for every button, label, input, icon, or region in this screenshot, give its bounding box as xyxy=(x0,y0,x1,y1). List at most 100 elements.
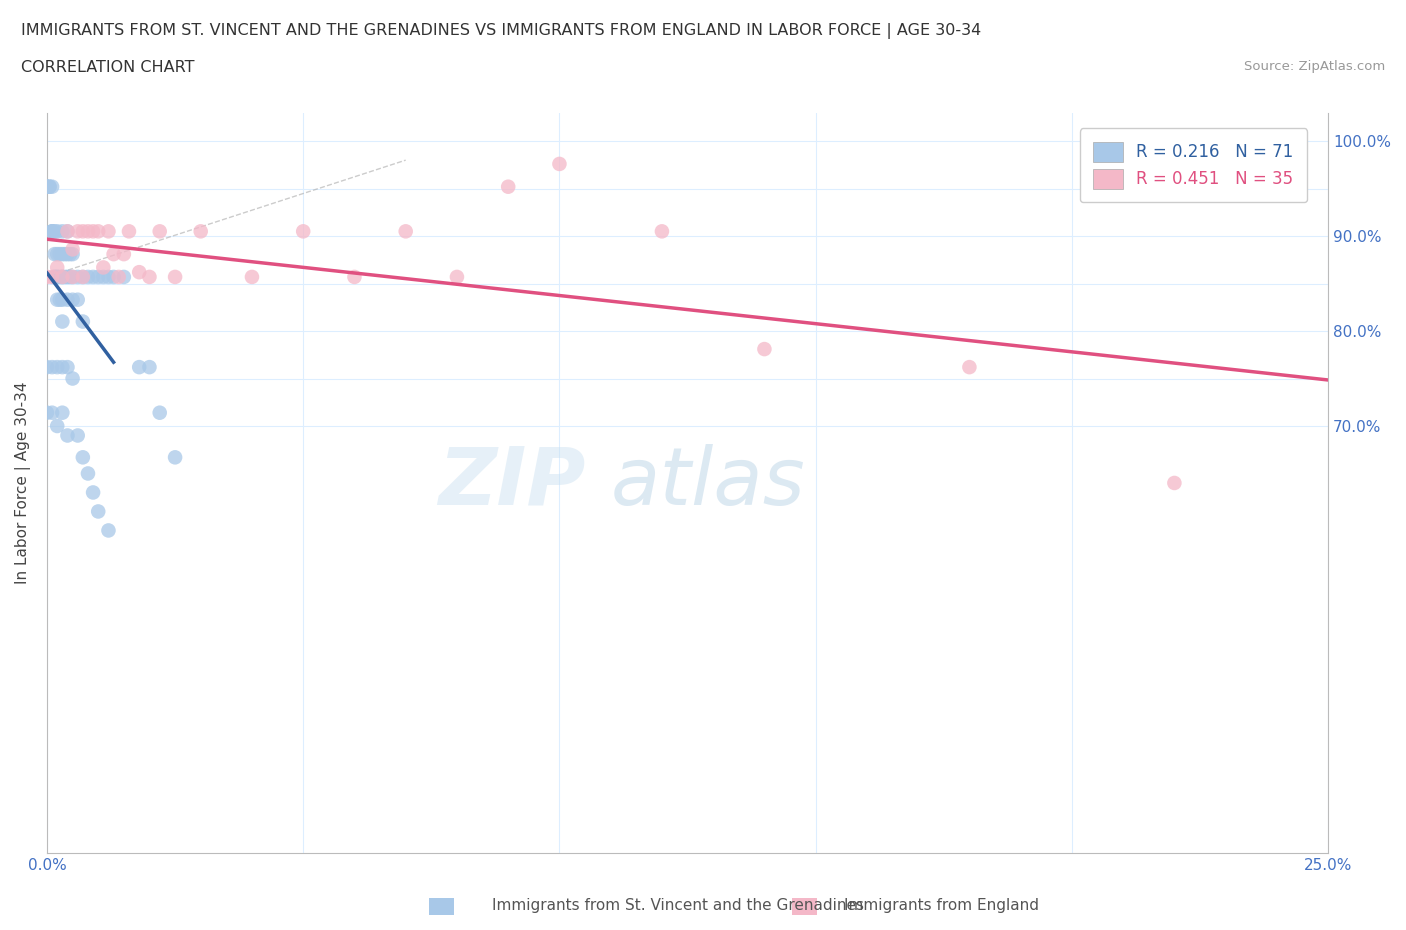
Text: Immigrants from England: Immigrants from England xyxy=(844,898,1039,913)
Point xyxy=(72,224,94,239)
Point xyxy=(66,270,89,285)
Point xyxy=(49,270,72,285)
Point xyxy=(66,224,89,239)
Point xyxy=(72,270,94,285)
Text: atlas: atlas xyxy=(610,444,806,522)
Point xyxy=(82,270,104,285)
Point xyxy=(72,270,94,285)
Point xyxy=(51,314,73,329)
Point xyxy=(77,466,100,481)
Point xyxy=(128,265,150,280)
Point xyxy=(62,270,84,285)
Point xyxy=(548,156,571,171)
Point xyxy=(62,270,84,285)
Point xyxy=(44,224,66,239)
Point xyxy=(46,260,69,275)
Point xyxy=(51,405,73,420)
Point xyxy=(44,246,66,261)
Y-axis label: In Labor Force | Age 30-34: In Labor Force | Age 30-34 xyxy=(15,381,31,584)
Point xyxy=(240,270,263,285)
Point xyxy=(51,270,73,285)
Point xyxy=(41,405,63,420)
Point xyxy=(165,270,187,285)
Point xyxy=(446,270,468,285)
Point xyxy=(97,523,120,538)
Point xyxy=(35,179,58,194)
Point xyxy=(56,224,79,239)
Point xyxy=(957,360,980,375)
Point xyxy=(165,450,187,465)
Point xyxy=(107,270,129,285)
Point xyxy=(62,371,84,386)
Point xyxy=(93,260,115,275)
Point xyxy=(77,270,100,285)
Point xyxy=(97,270,120,285)
Point xyxy=(41,224,63,239)
Point xyxy=(1163,475,1185,490)
Point xyxy=(56,360,79,375)
Point xyxy=(149,224,172,239)
Point xyxy=(87,224,110,239)
Point xyxy=(59,270,82,285)
Text: CORRELATION CHART: CORRELATION CHART xyxy=(21,60,194,75)
Point xyxy=(53,270,76,285)
Point xyxy=(82,485,104,500)
Point xyxy=(112,246,135,261)
Point xyxy=(77,224,100,239)
Point xyxy=(46,246,69,261)
Point xyxy=(103,246,125,261)
Point xyxy=(56,224,79,239)
Point xyxy=(51,270,73,285)
Point xyxy=(651,224,673,239)
Point xyxy=(87,270,110,285)
Point xyxy=(138,270,160,285)
Point xyxy=(62,242,84,257)
Point xyxy=(82,224,104,239)
Point xyxy=(496,179,519,194)
Point xyxy=(41,360,63,375)
Point xyxy=(138,360,160,375)
Point xyxy=(35,179,58,194)
Point xyxy=(56,428,79,443)
Point xyxy=(118,224,141,239)
Legend: R = 0.216   N = 71, R = 0.451   N = 35: R = 0.216 N = 71, R = 0.451 N = 35 xyxy=(1080,128,1308,203)
Point xyxy=(53,246,76,261)
Point xyxy=(51,224,73,239)
Point xyxy=(112,270,135,285)
Point xyxy=(149,405,172,420)
Point xyxy=(66,292,89,307)
Point xyxy=(66,428,89,443)
Point xyxy=(49,292,72,307)
Point xyxy=(46,360,69,375)
Point xyxy=(38,179,60,194)
Point xyxy=(51,246,73,261)
Text: ZIP: ZIP xyxy=(437,444,585,522)
Point xyxy=(62,292,84,307)
Point xyxy=(51,360,73,375)
Text: IMMIGRANTS FROM ST. VINCENT AND THE GRENADINES VS IMMIGRANTS FROM ENGLAND IN LAB: IMMIGRANTS FROM ST. VINCENT AND THE GREN… xyxy=(21,23,981,39)
Point xyxy=(41,270,63,285)
Point xyxy=(56,246,79,261)
Point xyxy=(56,270,79,285)
Point xyxy=(41,179,63,194)
Point xyxy=(62,246,84,261)
Point xyxy=(56,292,79,307)
Point xyxy=(35,360,58,375)
Point xyxy=(46,270,69,285)
Point xyxy=(41,224,63,239)
Point xyxy=(72,450,94,465)
Point xyxy=(49,246,72,261)
Point xyxy=(395,224,418,239)
Point xyxy=(128,360,150,375)
Point xyxy=(93,270,115,285)
Point xyxy=(44,270,66,285)
Point xyxy=(38,179,60,194)
Point xyxy=(41,224,63,239)
Point xyxy=(46,292,69,307)
Point xyxy=(343,270,366,285)
Point xyxy=(51,270,73,285)
Point xyxy=(46,270,69,285)
Point xyxy=(292,224,315,239)
Point xyxy=(190,224,212,239)
Point xyxy=(46,224,69,239)
